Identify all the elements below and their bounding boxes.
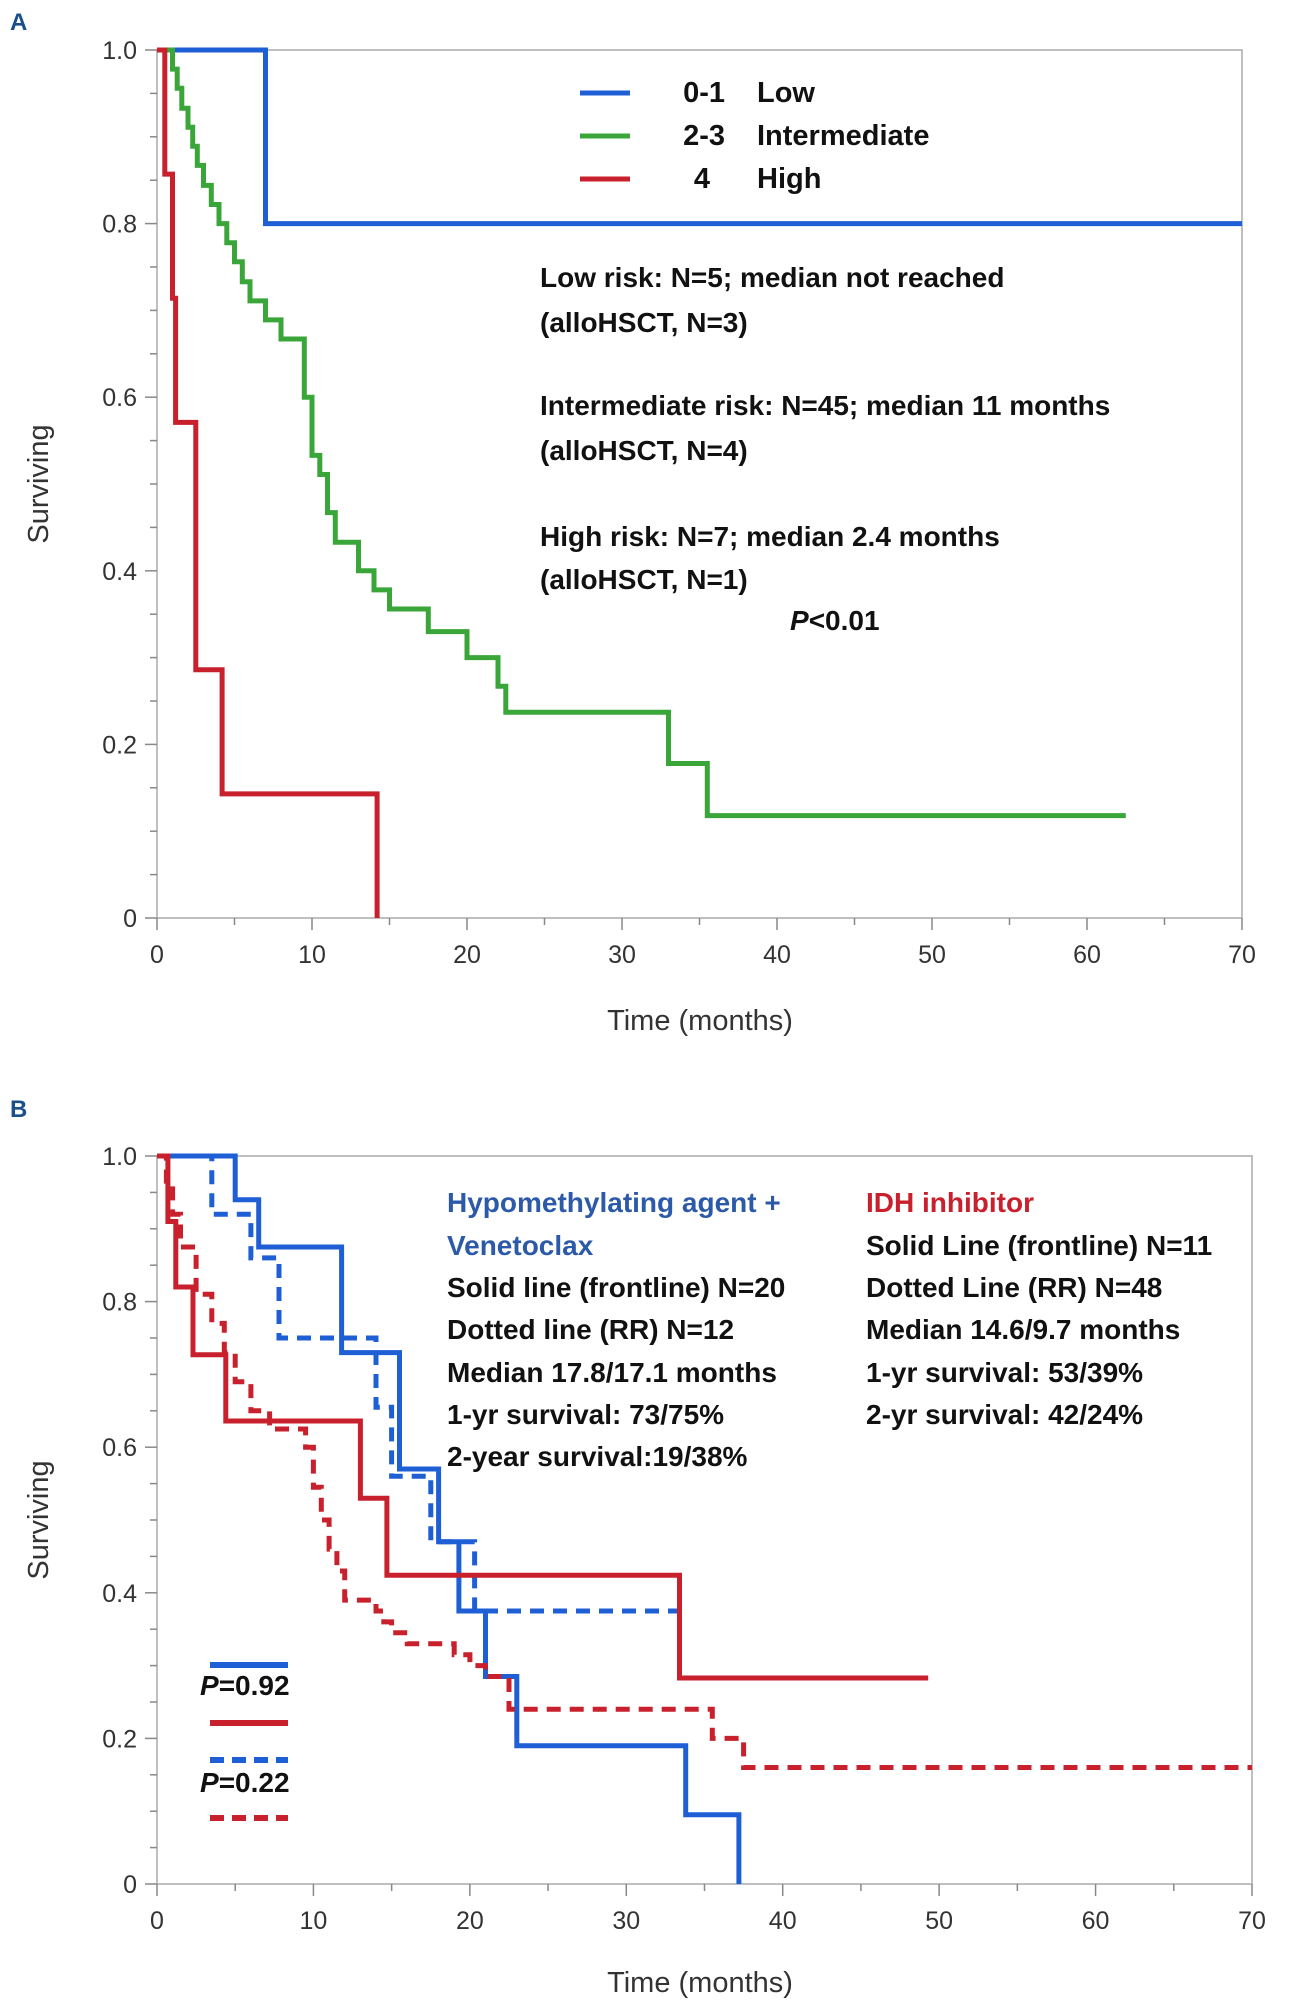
x-tick-label: 60 bbox=[1082, 1907, 1110, 1935]
pvalue-frontline-label: P bbox=[200, 1670, 219, 1701]
annotation-intermediate-allohsct: (alloHSCT, N=4) bbox=[540, 435, 748, 466]
x-tick-label: 20 bbox=[453, 941, 481, 969]
x-tick-label: 10 bbox=[298, 941, 326, 969]
pvalue-a-label: P bbox=[790, 605, 809, 636]
legend-label-intermediate: Intermediate bbox=[757, 120, 929, 152]
annotation-high-allohsct: (alloHSCT, N=1) bbox=[540, 564, 748, 595]
idh-annotation-3: Median 14.6/9.7 months bbox=[866, 1314, 1180, 1345]
annotations-b-left: Hypomethylating agent + Venetoclax Solid… bbox=[447, 1187, 785, 1472]
pvalue-legend-b: P=0.92 P=0.22 bbox=[200, 1662, 290, 1821]
x-tick-label: 70 bbox=[1238, 1907, 1266, 1935]
idh-heading: IDH inhibitor bbox=[866, 1187, 1034, 1218]
y-tick-label: 0.6 bbox=[102, 384, 137, 412]
pvalue-rr-label: P bbox=[200, 1767, 219, 1798]
panel-label-a: A bbox=[10, 9, 27, 36]
y-tick-label: 0 bbox=[123, 905, 137, 933]
x-tick-label: 70 bbox=[1228, 941, 1256, 969]
y-axis-title-b: Surviving bbox=[23, 1460, 55, 1579]
x-axis-title-a: Time (months) bbox=[607, 1005, 793, 1037]
pvalue-frontline: P=0.92 bbox=[200, 1670, 290, 1701]
panel-label-b: B bbox=[10, 1096, 27, 1123]
series-line-a-low bbox=[157, 47, 1242, 227]
x-tick-label: 60 bbox=[1073, 941, 1101, 969]
idh-annotation-2: Dotted Line (RR) N=48 bbox=[866, 1272, 1162, 1303]
y-tick-label: 0.2 bbox=[102, 731, 137, 759]
y-tick-label: 1.0 bbox=[102, 1143, 137, 1171]
hma-annotation-2: Dotted line (RR) N=12 bbox=[447, 1314, 734, 1345]
y-tick-label: 0.8 bbox=[102, 211, 137, 239]
hma-annotation-3: Median 17.8/17.1 months bbox=[447, 1357, 777, 1388]
series-line-a-high bbox=[157, 47, 380, 918]
legend-code-intermediate: 2-3 bbox=[683, 120, 725, 152]
x-tick-label: 0 bbox=[150, 1907, 164, 1935]
series-group-b bbox=[157, 1153, 1252, 1884]
series-line-b-idh-inhibitor-rr bbox=[157, 1153, 1252, 1770]
y-tick-label: 0.4 bbox=[102, 558, 137, 586]
idh-annotation-5: 2-yr survival: 42/24% bbox=[866, 1399, 1143, 1430]
y-tick-label: 1.0 bbox=[102, 37, 137, 65]
legend-a: 0-1 2-3 4 Low Intermediate High bbox=[580, 77, 929, 195]
x-tick-label: 30 bbox=[608, 941, 636, 969]
y-tick-label: 0.2 bbox=[102, 1725, 137, 1753]
pvalue-frontline-value: =0.92 bbox=[219, 1670, 290, 1701]
x-tick-label: 50 bbox=[925, 1907, 953, 1935]
legend-label-high: High bbox=[757, 163, 821, 195]
pvalue-rr-value: =0.22 bbox=[219, 1767, 290, 1798]
x-tick-label: 20 bbox=[456, 1907, 484, 1935]
x-axis-title-b: Time (months) bbox=[607, 1967, 793, 1999]
annotation-high-risk: High risk: N=7; median 2.4 months bbox=[540, 521, 1000, 552]
annotations-a: Low risk: N=5; median not reached (alloH… bbox=[540, 262, 1110, 636]
y-axis-title-a: Surviving bbox=[23, 424, 55, 543]
hma-annotation-5: 2-year survival:19/38% bbox=[447, 1441, 748, 1472]
hma-heading-line-1: Hypomethylating agent + bbox=[447, 1187, 781, 1218]
annotation-low-risk: Low risk: N=5; median not reached bbox=[540, 262, 1004, 293]
hma-heading-line-2: Venetoclax bbox=[447, 1230, 594, 1261]
pvalue-rr: P=0.22 bbox=[200, 1767, 290, 1798]
annotation-intermediate-risk: Intermediate risk: N=45; median 11 month… bbox=[540, 390, 1110, 421]
axes-a: 0 10 20 30 40 50 60 70 0 0.2 0.4 0.6 0.8 1.0 bbox=[102, 37, 1256, 969]
series-line-b-idh-inhibitor-frontline bbox=[157, 1153, 929, 1681]
legend-code-high: 4 bbox=[694, 163, 710, 195]
pvalue-a-value: <0.01 bbox=[809, 605, 880, 636]
x-tick-label: 30 bbox=[612, 1907, 640, 1935]
y-tick-label: 0 bbox=[123, 1871, 137, 1899]
y-tick-label: 0.6 bbox=[102, 1434, 137, 1462]
axes-b: 0 10 20 30 40 50 60 70 0 0.2 0.4 0.6 0.8 1.0 bbox=[102, 1143, 1266, 1935]
plot-frame-b bbox=[156, 1155, 1253, 1885]
annotations-b-right: IDH inhibitor Solid Line (frontline) N=1… bbox=[866, 1187, 1212, 1430]
x-tick-label: 40 bbox=[769, 1907, 797, 1935]
panel-a: A 0 10 20 30 40 50 60 70 0 0.2 0.4 0.6 0.8 1.0 Surviv… bbox=[10, 9, 1256, 1037]
pvalue-a: P<0.01 bbox=[790, 605, 880, 636]
idh-annotation-1: Solid Line (frontline) N=11 bbox=[866, 1230, 1212, 1261]
x-tick-label: 10 bbox=[300, 1907, 328, 1935]
legend-code-low: 0-1 bbox=[683, 77, 725, 109]
idh-annotation-4: 1-yr survival: 53/39% bbox=[866, 1357, 1143, 1388]
series-line-a-intermediate bbox=[157, 47, 1126, 819]
x-tick-label: 50 bbox=[918, 941, 946, 969]
series-group-a bbox=[157, 47, 1242, 918]
hma-annotation-1: Solid line (frontline) N=20 bbox=[447, 1272, 785, 1303]
x-tick-label: 40 bbox=[763, 941, 791, 969]
hma-annotation-4: 1-yr survival: 73/75% bbox=[447, 1399, 724, 1430]
annotation-low-allohsct: (alloHSCT, N=3) bbox=[540, 307, 748, 338]
y-tick-label: 0.8 bbox=[102, 1289, 137, 1317]
y-tick-label: 0.4 bbox=[102, 1580, 137, 1608]
panel-b: B 0 10 20 30 40 50 60 70 0 0.2 0.4 0.6 0.8 1.0 Surviv… bbox=[10, 1096, 1266, 1999]
x-tick-label: 0 bbox=[150, 941, 164, 969]
legend-label-low: Low bbox=[757, 77, 815, 109]
